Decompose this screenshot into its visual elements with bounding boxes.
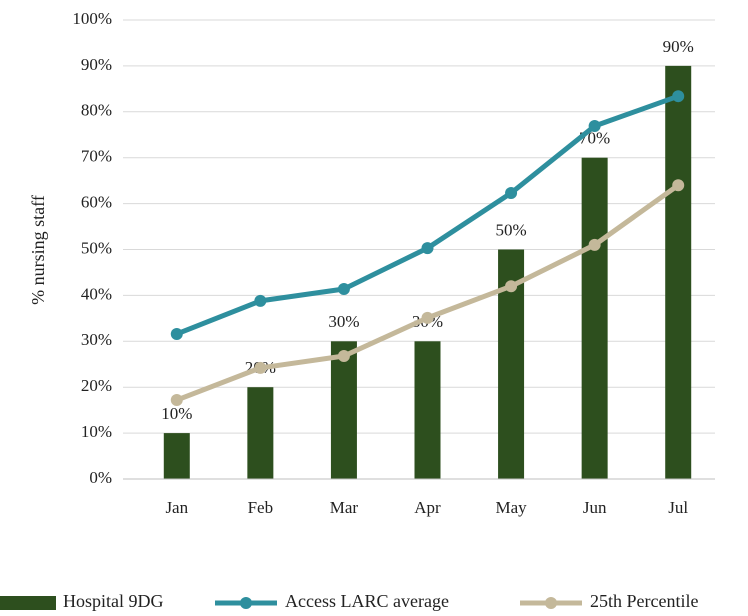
x-tick-label: Jan xyxy=(165,498,188,517)
y-tick-label: 50% xyxy=(81,238,112,257)
line-point xyxy=(421,242,434,255)
y-tick-label: 70% xyxy=(81,147,112,166)
x-tick-label: Apr xyxy=(414,498,441,517)
line-point xyxy=(672,179,685,192)
data-label: 50% xyxy=(495,220,526,239)
legend-swatch-point xyxy=(240,597,252,609)
line-point xyxy=(505,187,518,200)
y-tick-label: 0% xyxy=(89,468,112,487)
bar xyxy=(163,433,190,479)
line-point xyxy=(588,120,601,133)
y-tick-label: 100% xyxy=(72,9,112,28)
legend-label: 25th Percentile xyxy=(590,591,698,611)
y-tick-label: 60% xyxy=(81,193,112,212)
bar xyxy=(665,65,692,480)
x-tick-label: May xyxy=(495,498,527,517)
y-axis-title: % nursing staff xyxy=(28,195,48,305)
line-point xyxy=(170,394,183,407)
data-label: 90% xyxy=(663,37,694,56)
y-tick-label: 80% xyxy=(81,101,112,120)
legend-swatch-point xyxy=(545,597,557,609)
bar xyxy=(247,387,274,479)
line-point xyxy=(337,282,350,295)
line-point xyxy=(170,327,183,340)
line-point xyxy=(505,280,518,293)
y-tick-label: 30% xyxy=(81,330,112,349)
data-label: 30% xyxy=(328,312,359,331)
line-point xyxy=(337,349,350,362)
bar xyxy=(330,341,357,479)
y-tick-label: 40% xyxy=(81,284,112,303)
y-tick-label: 10% xyxy=(81,422,112,441)
x-tick-label: Jun xyxy=(583,498,607,517)
bar xyxy=(581,157,608,479)
y-tick-label: 90% xyxy=(81,55,112,74)
bar xyxy=(414,341,441,479)
x-tick-label: Mar xyxy=(330,498,359,517)
legend-label: Access LARC average xyxy=(285,591,449,611)
line-point xyxy=(588,238,601,251)
legend-swatch xyxy=(0,596,56,610)
y-tick-label: 20% xyxy=(81,376,112,395)
data-label: 10% xyxy=(161,404,192,423)
line-point xyxy=(672,90,685,103)
x-tick-label: Feb xyxy=(248,498,274,517)
x-tick-label: Jul xyxy=(668,498,688,517)
line-point xyxy=(254,361,267,374)
line-point xyxy=(421,311,434,324)
line-point xyxy=(254,294,267,307)
legend-label: Hospital 9DG xyxy=(63,591,164,611)
